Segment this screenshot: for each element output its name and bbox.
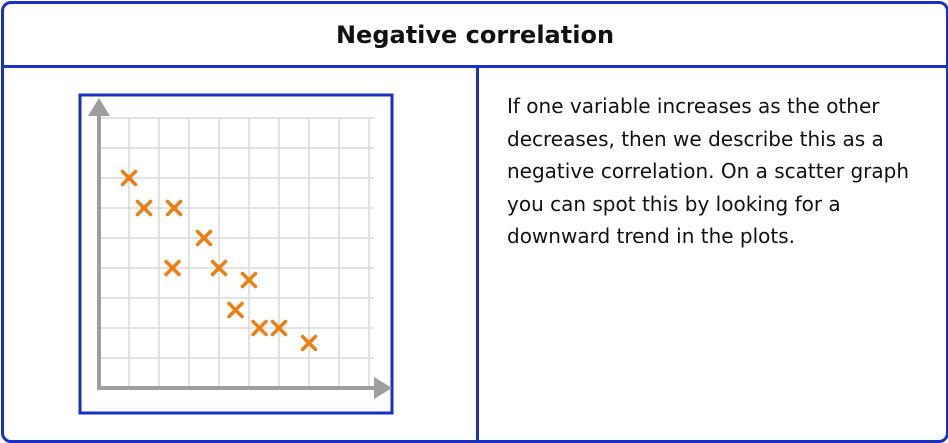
x-marker-stroke xyxy=(164,259,181,277)
x-marker-stroke xyxy=(251,319,268,337)
y-axis-arrow-icon xyxy=(88,98,110,116)
x-marker-stroke xyxy=(165,199,183,217)
card-title: Negative correlation xyxy=(335,20,615,49)
data-point-3 xyxy=(165,199,183,217)
data-point-6 xyxy=(210,259,228,277)
x-marker-stroke xyxy=(210,259,228,277)
data-point-7 xyxy=(240,271,258,289)
x-marker-stroke xyxy=(135,199,153,217)
x-marker-stroke xyxy=(240,271,258,289)
x-axis-arrow-icon xyxy=(374,377,392,399)
x-marker-stroke xyxy=(195,229,213,247)
data-point-1 xyxy=(120,169,138,187)
graph-frame xyxy=(78,93,394,415)
scatter-graph-panel xyxy=(4,68,476,440)
x-marker-stroke xyxy=(300,334,318,352)
description-text: If one variable increases as the other d… xyxy=(507,94,910,248)
data-point-5 xyxy=(195,229,213,247)
x-marker-stroke xyxy=(120,169,138,187)
x-marker-stroke xyxy=(270,319,288,337)
column-divider xyxy=(476,68,479,440)
scatter-graph xyxy=(78,93,394,415)
data-point-2 xyxy=(135,199,153,217)
x-marker-stroke xyxy=(227,301,244,319)
data-point-10 xyxy=(270,319,288,337)
data-point-9 xyxy=(251,319,268,337)
data-point-4 xyxy=(164,259,181,277)
card-header: Negative correlation xyxy=(4,4,946,68)
data-point-8 xyxy=(227,301,244,319)
data-point-11 xyxy=(300,334,318,352)
